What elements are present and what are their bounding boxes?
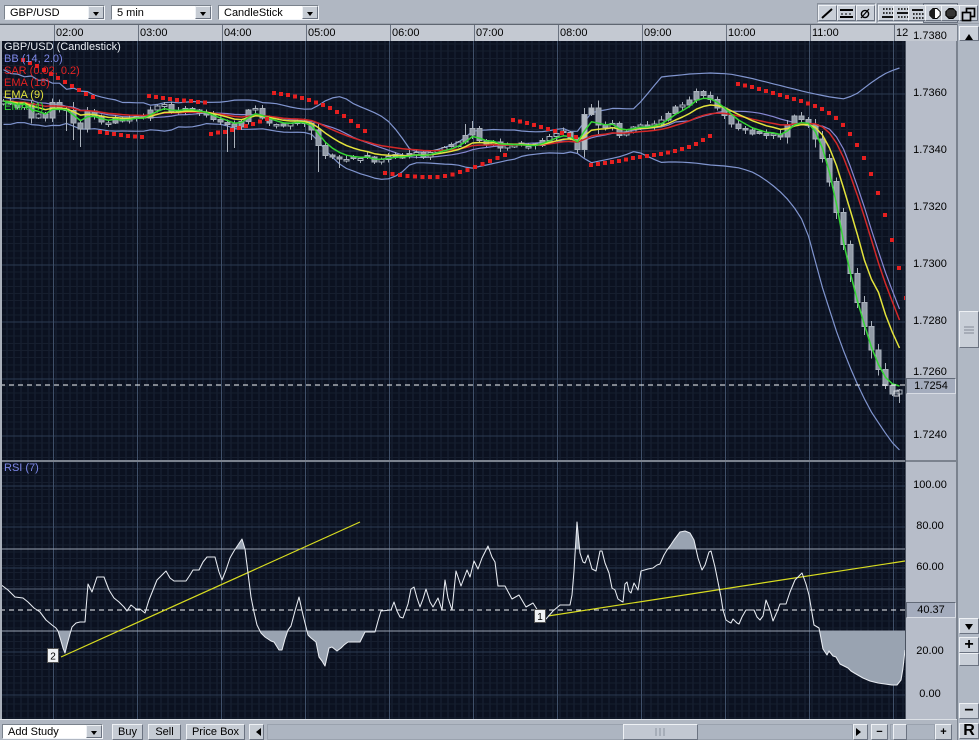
svg-text:EMA (4): EMA (4): [4, 101, 44, 113]
svg-text:2: 2: [50, 652, 56, 663]
svg-text:RSI (7): RSI (7): [4, 462, 39, 474]
svg-text:SAR (0.02, 0.2): SAR (0.02, 0.2): [4, 65, 80, 77]
svg-text:EMA (18): EMA (18): [4, 77, 50, 89]
svg-text:GBP/USD (Candlestick): GBP/USD (Candlestick): [4, 41, 121, 53]
svg-text:1: 1: [537, 612, 543, 623]
svg-text:BB (14, 2.0): BB (14, 2.0): [4, 53, 63, 65]
svg-text:EMA (9): EMA (9): [4, 89, 44, 101]
